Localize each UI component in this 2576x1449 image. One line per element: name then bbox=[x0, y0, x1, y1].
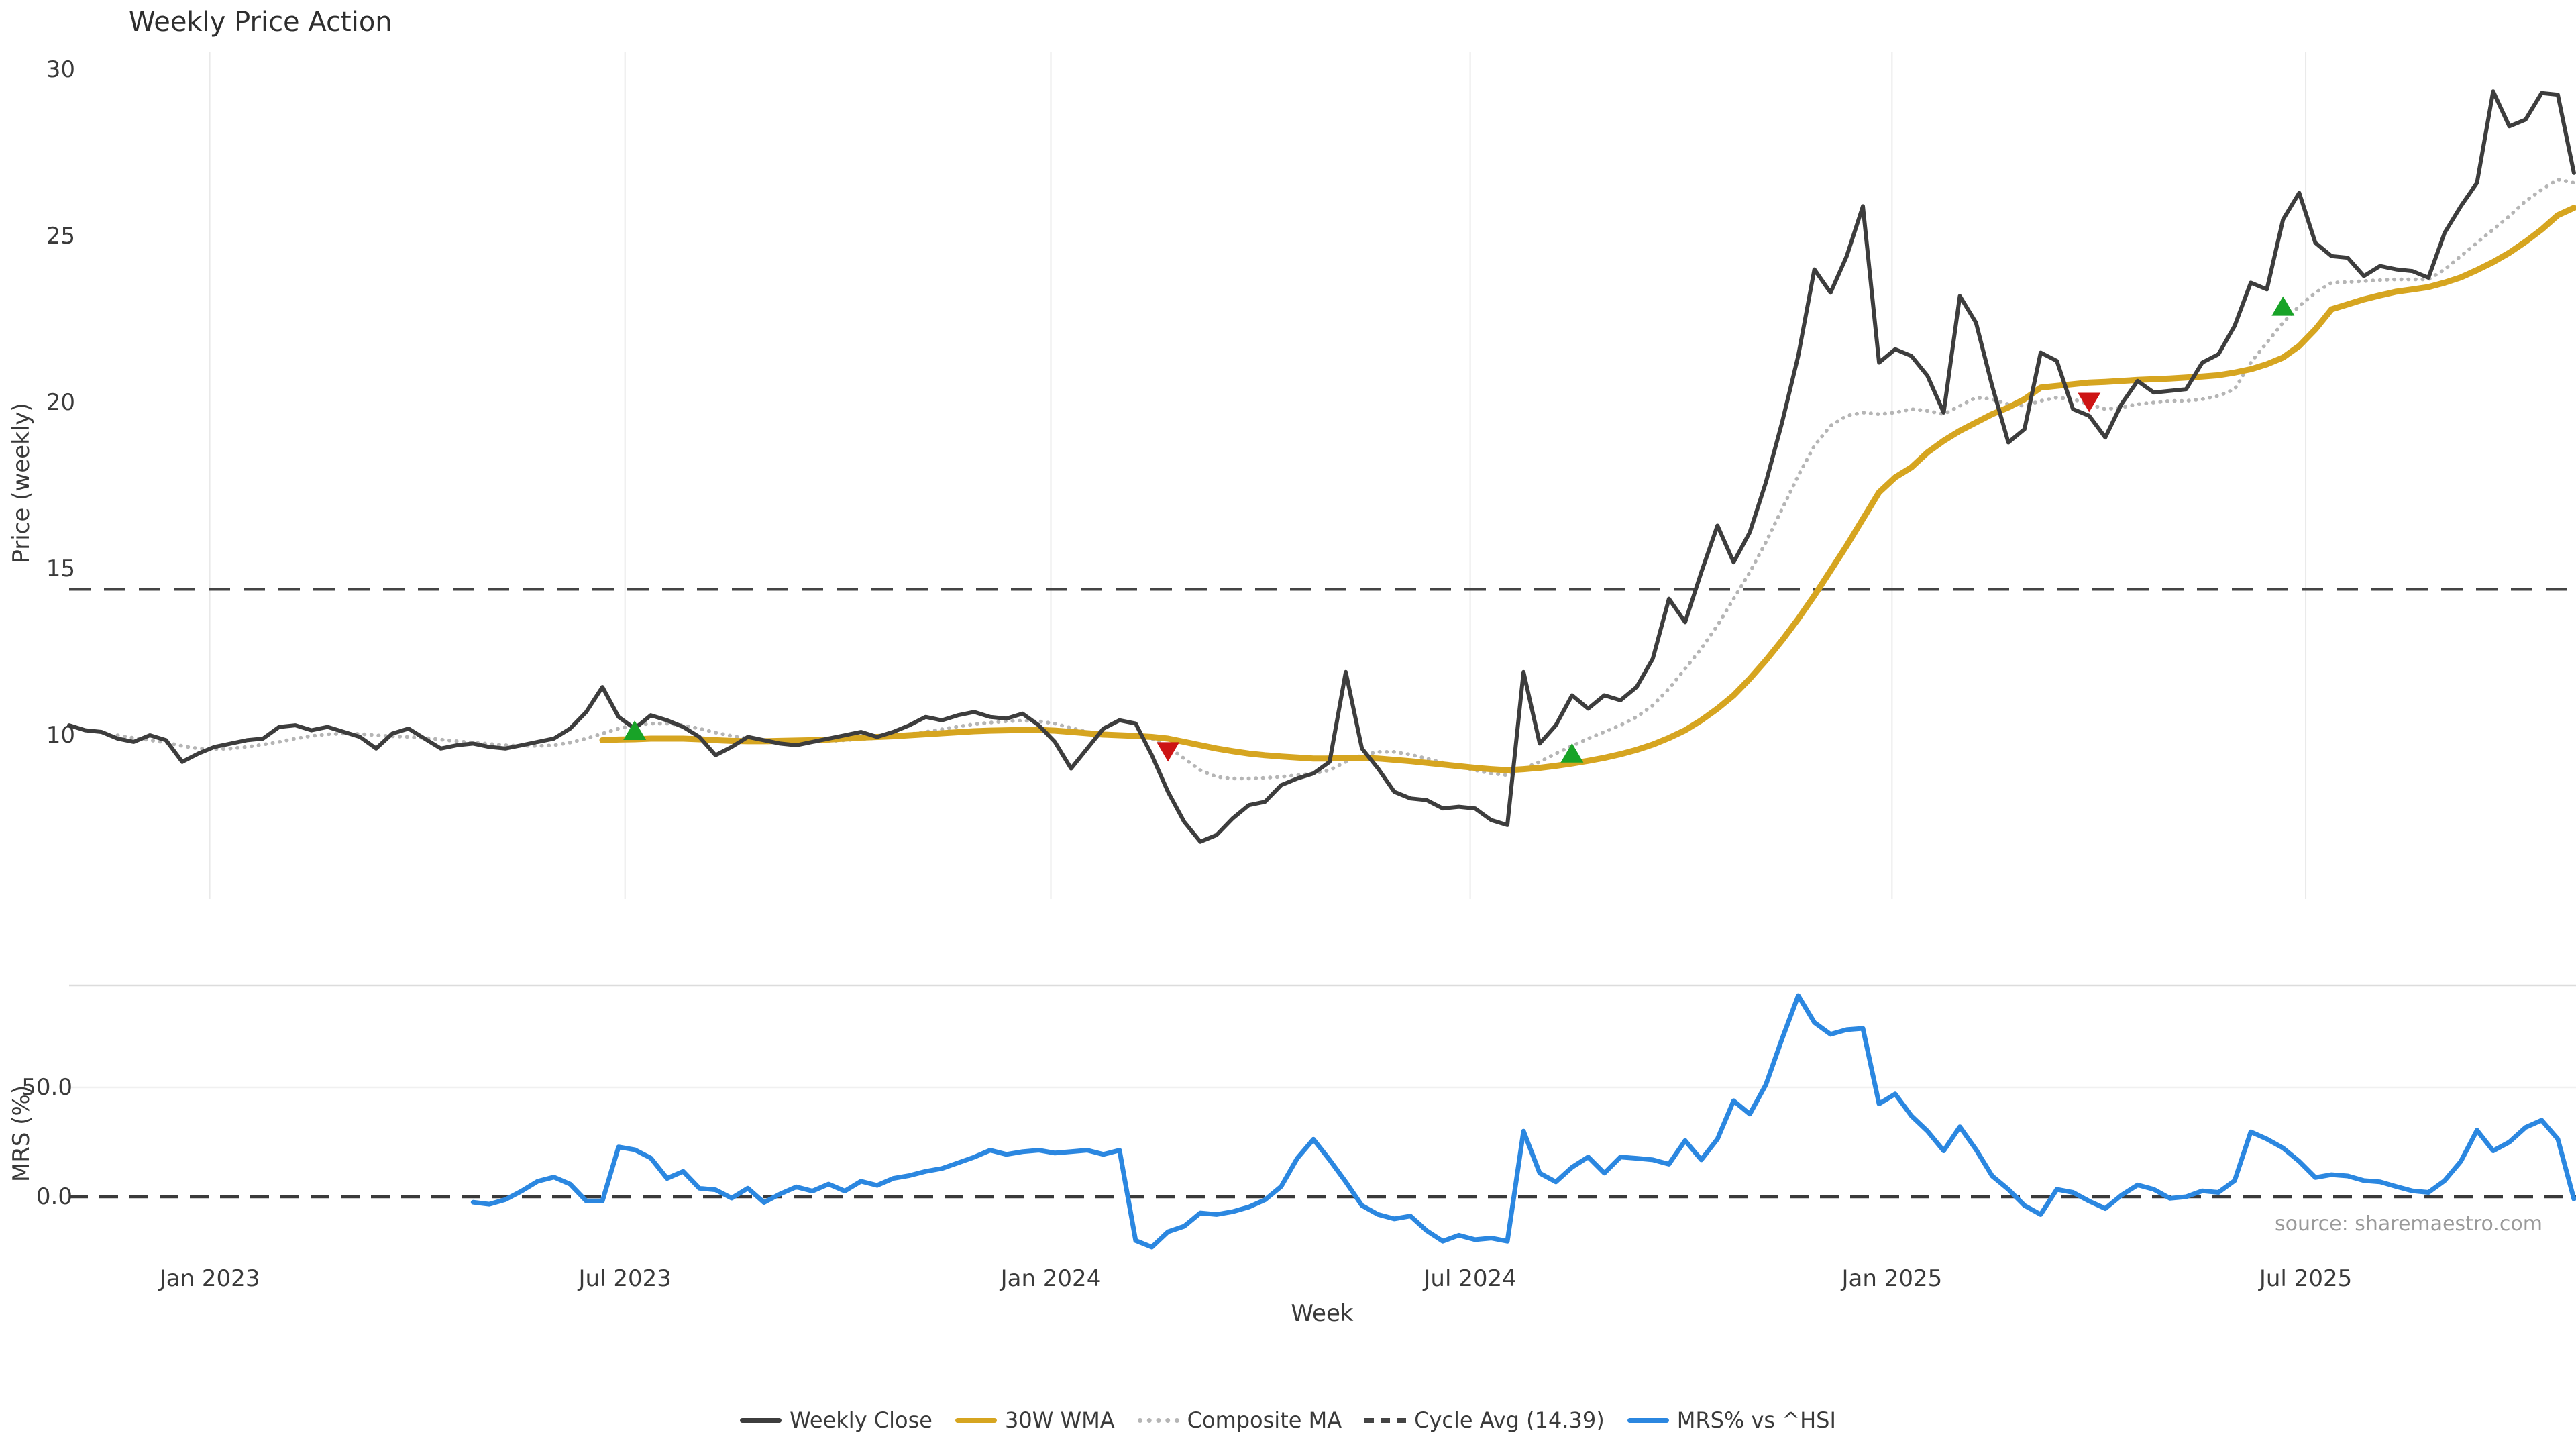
price-tick-label: 30 bbox=[46, 56, 75, 83]
x-tick-label: Jan 2024 bbox=[1000, 1265, 1102, 1292]
legend-label: Cycle Avg (14.39) bbox=[1414, 1407, 1605, 1433]
buy-marker-icon bbox=[1560, 743, 1584, 763]
wma-swatch-icon bbox=[955, 1417, 997, 1423]
chart-legend: Weekly Close 30W WMA Composite MA Cycle … bbox=[0, 1407, 2576, 1433]
composite-ma-line bbox=[115, 177, 2576, 781]
source-note: source: sharemaestro.com bbox=[2275, 1212, 2542, 1236]
x-tick-label: Jan 2023 bbox=[159, 1265, 260, 1292]
sell-marker-icon bbox=[1157, 742, 1180, 762]
mrs-line bbox=[470, 993, 2576, 1250]
page-title: Weekly Price Action bbox=[129, 7, 392, 38]
legend-item-weekly-close: Weekly Close bbox=[740, 1407, 932, 1433]
wma-30w-line bbox=[599, 205, 2576, 773]
weekly-close-swatch-icon bbox=[740, 1417, 782, 1423]
buy-marker-icon bbox=[2271, 296, 2295, 316]
x-tick-label: Jul 2023 bbox=[578, 1265, 672, 1292]
x-tick-label: Jan 2025 bbox=[1841, 1265, 1943, 1292]
legend-label: Composite MA bbox=[1187, 1407, 1342, 1433]
mrs-tick-label: 0.0 bbox=[36, 1183, 72, 1210]
legend-label: MRS% vs ^HSI bbox=[1676, 1407, 1836, 1433]
x-axis-title: Week bbox=[1291, 1300, 1354, 1327]
price-y-axis-title: Price (weekly) bbox=[8, 402, 35, 564]
weekly-close-line bbox=[67, 89, 2576, 844]
legend-label: 30W WMA bbox=[1004, 1407, 1115, 1433]
legend-item-cycle-avg: Cycle Avg (14.39) bbox=[1364, 1407, 1605, 1433]
buy-marker-icon bbox=[623, 720, 647, 741]
price-tick-label: 25 bbox=[46, 223, 75, 250]
cycle-avg-swatch-icon bbox=[1364, 1417, 1407, 1423]
sell-marker-icon bbox=[2078, 392, 2101, 413]
legend-item-composite-ma: Composite MA bbox=[1137, 1407, 1342, 1433]
composite-ma-swatch-icon bbox=[1137, 1417, 1179, 1423]
mrs-tick-label: 50.0 bbox=[21, 1074, 72, 1101]
x-tick-label: Jul 2025 bbox=[2259, 1265, 2353, 1292]
price-tick-label: 15 bbox=[46, 555, 75, 582]
legend-item-mrs: MRS% vs ^HSI bbox=[1627, 1407, 1836, 1433]
legend-item-30w-wma: 30W WMA bbox=[955, 1407, 1115, 1433]
mrs-swatch-icon bbox=[1627, 1417, 1669, 1423]
legend-label: Weekly Close bbox=[790, 1407, 932, 1433]
price-tick-label: 10 bbox=[46, 722, 75, 749]
x-tick-label: Jul 2024 bbox=[1424, 1265, 1517, 1292]
price-tick-label: 20 bbox=[46, 389, 75, 416]
